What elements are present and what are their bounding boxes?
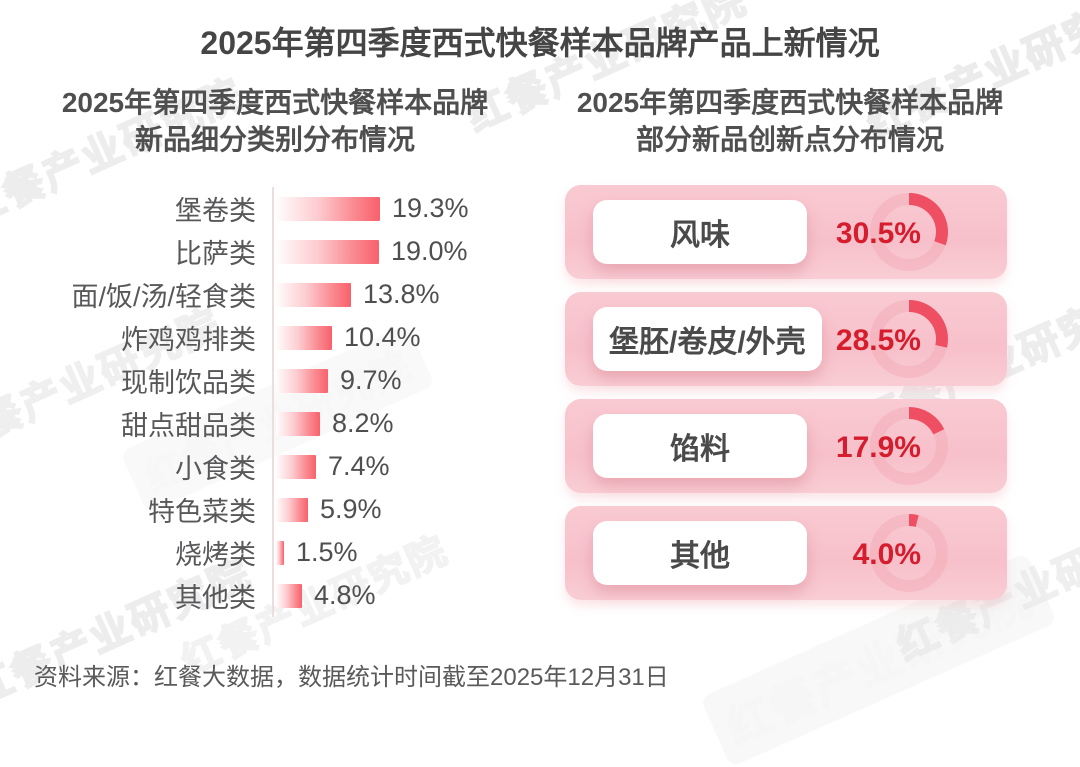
bar-row: 面/饭/汤/轻食类 13.8%	[28, 273, 540, 316]
bar-track: 7.4%	[272, 445, 540, 488]
bar-category-label: 烧烤类	[175, 540, 256, 570]
bar-row: 其他类 4.8%	[28, 574, 540, 617]
bar-row: 特色菜类 5.9%	[28, 488, 540, 531]
bar-track: 10.4%	[272, 316, 540, 359]
bar-row: 烧烤类 1.5%	[28, 531, 540, 574]
bar	[276, 583, 302, 608]
donut-gauge-icon	[870, 407, 948, 485]
bar-category-label: 炸鸡鸡排类	[121, 325, 256, 355]
innovation-value-label: 4.0%	[852, 538, 921, 572]
innovation-card: 堡胚/卷皮/外壳 28.5%	[565, 292, 1007, 386]
bar	[276, 411, 320, 436]
bar-category-label: 特色菜类	[148, 497, 256, 527]
innovation-category-label: 馅料	[593, 414, 807, 478]
bar-value-label: 5.9%	[320, 494, 382, 524]
bar-row: 炸鸡鸡排类 10.4%	[28, 316, 540, 359]
bar	[276, 368, 328, 393]
bar-value-label: 10.4%	[344, 322, 421, 352]
bar-value-label: 19.3%	[392, 193, 469, 223]
bar-track: 1.5%	[272, 531, 540, 574]
innovation-card: 风味 30.5%	[565, 185, 1007, 279]
bar-track: 5.9%	[272, 488, 540, 531]
bar-track: 19.0%	[272, 230, 540, 273]
bar-category-label: 小食类	[175, 454, 256, 484]
donut-gauge-icon	[870, 300, 948, 378]
bar-track: 13.8%	[272, 273, 540, 316]
bar-category-label: 比萨类	[175, 239, 256, 269]
bar-category-label: 现制饮品类	[121, 368, 256, 398]
bar-value-label: 19.0%	[391, 236, 468, 266]
bar-category-label: 面/饭/汤/轻食类	[71, 282, 256, 312]
innovation-value-label: 30.5%	[835, 217, 921, 251]
bar-category-label: 其他类	[175, 583, 256, 613]
bar-value-label: 1.5%	[296, 537, 358, 567]
bar	[276, 282, 351, 307]
bar-value-label: 13.8%	[363, 279, 440, 309]
data-source-note: 资料来源：红餐大数据，数据统计时间截至2025年12月31日	[34, 664, 669, 691]
bar-row: 小食类 7.4%	[28, 445, 540, 488]
innovation-value-label: 17.9%	[835, 431, 921, 465]
bar-value-label: 7.4%	[328, 451, 390, 481]
innovation-category-label: 堡胚/卷皮/外壳	[593, 307, 822, 371]
bar-row: 比萨类 19.0%	[28, 230, 540, 273]
bar	[276, 196, 380, 221]
right-chart-subtitle: 2025年第四季度西式快餐样本品牌 部分新品创新点分布情况	[555, 84, 1025, 158]
bar-track: 9.7%	[272, 359, 540, 402]
innovation-category-label: 风味	[593, 200, 807, 264]
left-chart-subtitle-line2: 新品细分类别分布情况	[134, 124, 415, 155]
category-bar-chart: 堡卷类 19.3% 比萨类 19.0% 面/饭/汤/轻食类 13.8% 炸鸡鸡排…	[28, 187, 540, 617]
bar	[276, 325, 332, 350]
bar-category-label: 甜点甜品类	[121, 411, 256, 441]
bar-value-label: 9.7%	[340, 365, 402, 395]
bar-value-label: 4.8%	[314, 580, 376, 610]
donut-gauge-icon	[870, 514, 948, 592]
bar-row: 甜点甜品类 8.2%	[28, 402, 540, 445]
bar-track: 8.2%	[272, 402, 540, 445]
bar-track: 4.8%	[272, 574, 540, 617]
innovation-card: 其他 4.0%	[565, 506, 1007, 600]
bar-track: 19.3%	[272, 187, 540, 230]
donut-gauge-icon	[870, 193, 948, 271]
bar	[276, 239, 379, 264]
left-chart-subtitle-line1: 2025年第四季度西式快餐样本品牌	[61, 87, 489, 118]
bar-row: 堡卷类 19.3%	[28, 187, 540, 230]
bar	[276, 540, 284, 565]
innovation-value-label: 28.5%	[835, 324, 921, 358]
left-chart-subtitle: 2025年第四季度西式快餐样本品牌 新品细分类别分布情况	[20, 84, 530, 158]
bar	[276, 497, 308, 522]
innovation-category-label: 其他	[593, 521, 807, 585]
bar-row: 现制饮品类 9.7%	[28, 359, 540, 402]
bar	[276, 454, 316, 479]
right-chart-subtitle-line2: 部分新品创新点分布情况	[635, 124, 944, 155]
innovation-gauge-list: 风味 30.5% 堡胚/卷皮/外壳 28.5% 馅料 17.9% 其他 4.0%	[565, 185, 1007, 613]
right-chart-subtitle-line1: 2025年第四季度西式快餐样本品牌	[576, 87, 1004, 118]
bar-category-label: 堡卷类	[175, 196, 256, 226]
innovation-card: 馅料 17.9%	[565, 399, 1007, 493]
page-title: 2025年第四季度西式快餐样本品牌产品上新情况	[200, 25, 880, 61]
bar-value-label: 8.2%	[332, 408, 394, 438]
